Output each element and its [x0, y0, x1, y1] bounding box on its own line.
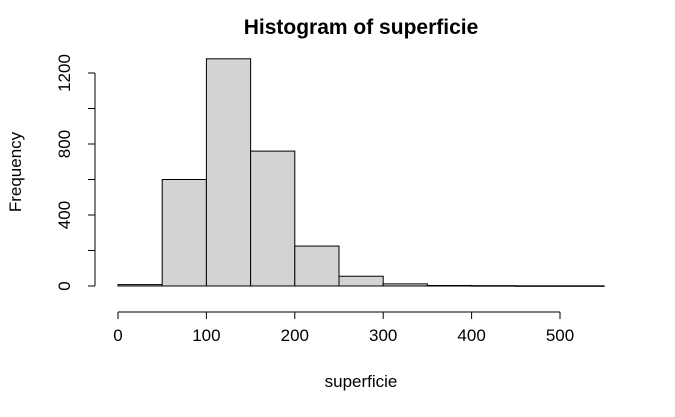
x-axis: 0 100 200 300 400 500 [113, 311, 574, 345]
histogram-bar-250-300 [338, 275, 384, 287]
histogram-bar-350-400 [426, 284, 473, 287]
x-axis-label: superficie [325, 372, 398, 391]
histogram-bar-450-500 [515, 285, 561, 287]
chart-title: Histogram of superficie [244, 16, 479, 39]
histogram-bar-400-450 [471, 285, 517, 287]
histogram-bar-200-250 [294, 245, 340, 287]
histogram-bar-300-350 [382, 283, 428, 287]
y-tick-label: 400 [55, 201, 74, 229]
x-tick-label: 500 [546, 326, 574, 345]
y-axis: 0 400 800 1200 [55, 54, 96, 291]
y-tick-label: 800 [55, 130, 74, 158]
y-tick-label: 0 [55, 281, 74, 290]
bars-group [117, 58, 605, 287]
x-tick-label: 300 [369, 326, 397, 345]
x-tick-label: 100 [192, 326, 220, 345]
x-tick-label: 200 [281, 326, 309, 345]
histogram-bar-150-200 [250, 150, 296, 287]
histogram-bar-0-50 [117, 284, 163, 287]
histogram-bar-50-100 [161, 179, 207, 287]
histogram-bar-500-550 [559, 285, 605, 287]
x-tick-label: 400 [457, 326, 485, 345]
y-tick-label: 1200 [55, 54, 74, 92]
histogram-bar-100-150 [205, 58, 252, 287]
x-tick-label: 0 [113, 326, 122, 345]
y-axis-label: Frequency [6, 131, 25, 212]
